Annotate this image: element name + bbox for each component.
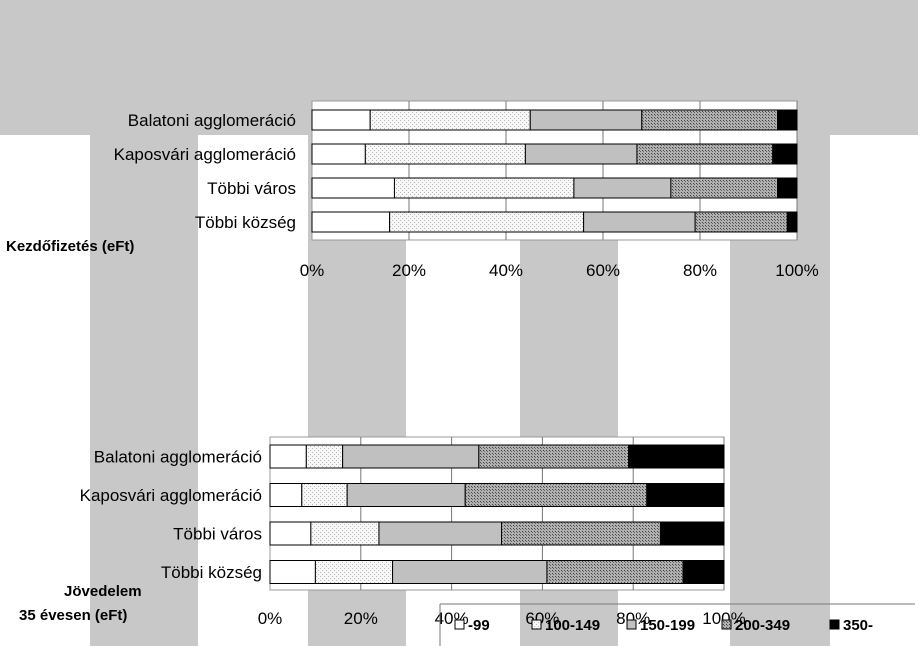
chart-kezdofizetes: Kezdőfizetés (eFt) Balatoni agglomeráció…	[6, 100, 819, 280]
bar-segment	[786, 211, 798, 233]
bar-segment	[670, 177, 779, 199]
bar-segment	[389, 211, 585, 233]
bar-segment	[583, 211, 696, 233]
bar-segment	[311, 143, 366, 165]
x-tick-label: 80%	[683, 261, 717, 280]
category-label: Kaposvári agglomeráció	[80, 486, 262, 505]
category-label: Balatoni agglomeráció	[94, 448, 262, 467]
legend-swatch	[829, 619, 840, 630]
background-band	[730, 0, 830, 646]
bar-segment	[269, 521, 312, 546]
legend-label: 350-	[843, 617, 873, 634]
category-label: Balatoni agglomeráció	[128, 111, 296, 130]
bar-segment	[777, 177, 798, 199]
bar-segment	[464, 483, 648, 507]
bar-segment	[659, 521, 725, 546]
category-label: Többi község	[195, 213, 296, 232]
x-tick-label: 0%	[300, 261, 325, 280]
x-tick-label: 80%	[616, 609, 650, 628]
bar-segment	[346, 483, 466, 507]
legend-label: -99	[468, 617, 490, 634]
bar-segment	[478, 444, 630, 469]
bar-segment	[269, 444, 307, 469]
bar-segment	[641, 109, 779, 131]
category-label: Kaposvári agglomeráció	[114, 145, 296, 164]
bar-segment	[573, 177, 672, 199]
x-tick-label: 100%	[702, 609, 745, 628]
bar-segment	[310, 521, 380, 546]
bar-segment	[694, 211, 788, 233]
category-label: Többi város	[207, 179, 296, 198]
bar-segment	[269, 560, 316, 584]
bar-segment	[524, 143, 638, 165]
bar-segment	[628, 444, 725, 469]
background-band	[90, 0, 198, 646]
legend-label: 200-349	[735, 617, 790, 634]
bar-segment	[311, 177, 395, 199]
x-tick-label: 40%	[489, 261, 523, 280]
category-label: Többi város	[173, 525, 262, 544]
bar-segment	[392, 560, 548, 584]
bar-segment	[777, 109, 798, 131]
bar-segment	[393, 177, 575, 199]
bar-segment	[501, 521, 661, 546]
x-tick-label: 20%	[344, 609, 378, 628]
chart-title: Kezdőfizetés (eFt)	[6, 238, 134, 255]
legend: -99 100-149 150-199 200-349 350-	[439, 603, 915, 646]
legend-label: 150-199	[640, 617, 695, 634]
bar-segment	[311, 211, 391, 233]
bar-segment	[301, 483, 348, 507]
bar-segment	[369, 109, 531, 131]
legend-swatch	[626, 619, 637, 630]
bar-segment	[311, 109, 371, 131]
category-label: Többi község	[161, 563, 262, 582]
bar-segment	[342, 444, 480, 469]
bar-segment	[529, 109, 643, 131]
bar-segment	[364, 143, 526, 165]
bar-segment	[546, 560, 684, 584]
x-tick-label: 100%	[775, 261, 818, 280]
x-tick-label: 0%	[258, 609, 283, 628]
bar-segment	[646, 483, 725, 507]
x-tick-label: 60%	[586, 261, 620, 280]
bar-segment	[305, 444, 344, 469]
legend-swatch	[454, 619, 465, 630]
bar-segment	[682, 560, 725, 584]
bar-segment	[378, 521, 503, 546]
chart-title-line-1: Jövedelem	[64, 583, 142, 600]
bar-segment	[314, 560, 394, 584]
legend-swatch	[531, 619, 542, 630]
bar-segment	[269, 483, 303, 507]
bar-segment	[772, 143, 798, 165]
legend-label: 100-149	[545, 617, 600, 634]
chart-jovedelem: Jövedelem 35 évesen (eFt) Balatoni agglo…	[19, 436, 746, 628]
x-tick-label: 20%	[392, 261, 426, 280]
bar-segment	[636, 143, 774, 165]
legend-swatch	[721, 619, 732, 630]
chart-title-line-2: 35 évesen (eFt)	[19, 607, 127, 624]
